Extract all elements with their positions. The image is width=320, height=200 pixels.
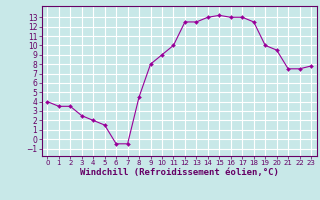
X-axis label: Windchill (Refroidissement éolien,°C): Windchill (Refroidissement éolien,°C) [80,168,279,177]
